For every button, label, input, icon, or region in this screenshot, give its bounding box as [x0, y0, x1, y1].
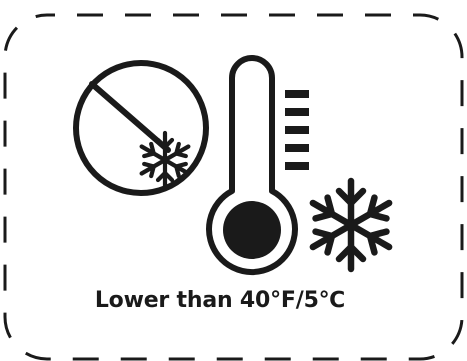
temperature-caption: Lower than 40°F/5℃: [94, 288, 346, 313]
no-freeze-icon: [73, 60, 209, 196]
thermometer-icon: [206, 55, 309, 276]
dashed-border: [3, 13, 464, 361]
snowflake-icon-small: [139, 130, 191, 190]
snowflake-icon-large: [309, 177, 393, 273]
thermometer-scale: [285, 90, 309, 170]
